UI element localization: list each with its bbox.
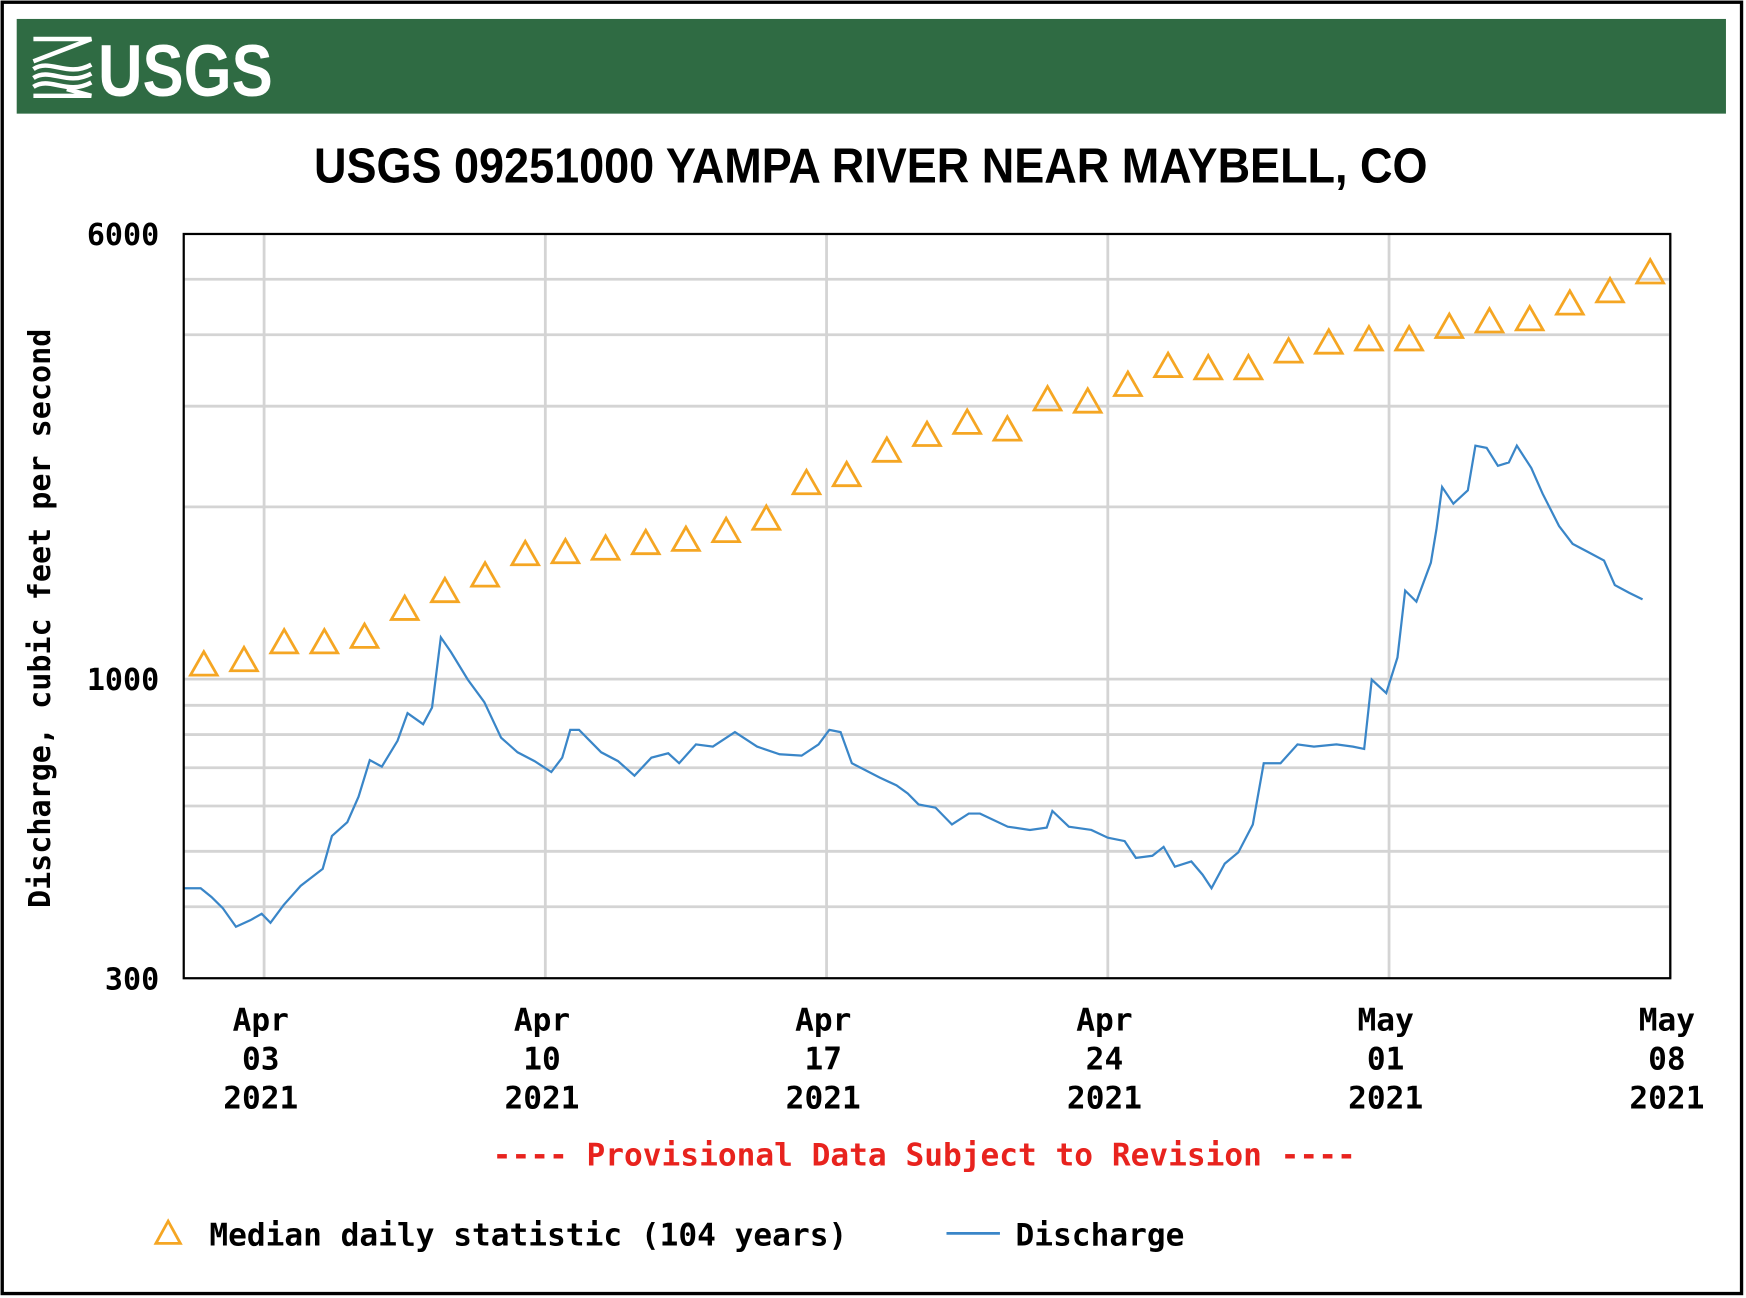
median-triangle-marker	[1554, 287, 1586, 316]
median-triangle-marker	[469, 559, 501, 588]
median-triangle-marker	[188, 648, 220, 677]
median-triangle-marker	[951, 407, 983, 435]
x-tick-label: 24	[1086, 1042, 1124, 1078]
median-series	[188, 256, 1666, 677]
x-tick-label: Apr	[1076, 1003, 1132, 1039]
median-triangle-marker	[1393, 323, 1425, 352]
median-triangle-marker	[991, 413, 1024, 442]
median-triangle-marker	[1433, 311, 1466, 339]
median-triangle-marker	[268, 626, 300, 655]
x-tick-label: 03	[242, 1042, 280, 1078]
median-triangle-marker	[1232, 352, 1265, 381]
x-tick-label: 2021	[786, 1081, 861, 1117]
x-tick-label: 2021	[504, 1081, 579, 1117]
median-triangle-marker	[429, 575, 461, 604]
median-triangle-marker	[1112, 369, 1144, 397]
y-tick-label: 300	[105, 962, 159, 997]
legend-median-label: Median daily statistic (104 years)	[209, 1218, 847, 1254]
legend-discharge-label: Discharge	[1016, 1218, 1185, 1254]
median-triangle-marker	[1473, 305, 1506, 334]
median-triangle-marker	[1152, 350, 1184, 378]
median-triangle-marker	[830, 459, 863, 488]
median-triangle-marker	[1313, 326, 1345, 355]
median-triangle-marker	[1192, 352, 1225, 381]
x-tick-label: 08	[1648, 1042, 1686, 1078]
median-triangle-marker	[1031, 383, 1064, 412]
usgs-wave-icon	[32, 36, 93, 99]
median-triangle-marker	[1272, 335, 1305, 364]
plot-frame	[182, 232, 1672, 980]
median-triangle-marker	[1071, 385, 1104, 414]
legend-triangle-icon	[153, 1218, 183, 1245]
median-triangle-marker	[308, 626, 341, 655]
discharge-line	[183, 443, 1644, 929]
median-triangle-marker	[871, 435, 903, 463]
median-triangle-marker	[549, 536, 582, 565]
x-tick-label: May	[1639, 1003, 1695, 1039]
median-triangle-marker	[228, 644, 260, 673]
median-triangle-marker	[911, 419, 943, 447]
provisional-note: ---- Provisional Data Subject to Revisio…	[493, 1137, 1356, 1173]
median-triangle-marker	[1634, 256, 1666, 285]
median-triangle-marker	[750, 503, 783, 531]
x-tick-label: 10	[523, 1042, 561, 1078]
median-triangle-marker	[1353, 323, 1385, 352]
usgs-logo: USGS	[32, 29, 273, 112]
median-triangle-marker	[1513, 303, 1546, 332]
median-triangle-marker	[630, 527, 662, 556]
x-tick-label: 2021	[1629, 1081, 1704, 1117]
x-tick-label: 2021	[223, 1081, 298, 1117]
median-triangle-marker	[348, 621, 381, 649]
x-tick-label: Apr	[514, 1003, 570, 1039]
y-tick-label: 1000	[87, 663, 159, 698]
median-triangle-marker	[388, 593, 421, 621]
x-tick-label: Apr	[795, 1003, 851, 1039]
y-axis-label: Discharge, cubic feet per second	[23, 329, 58, 908]
chart-title: USGS 09251000 YAMPA RIVER NEAR MAYBELL, …	[314, 140, 1428, 194]
median-triangle-marker	[1594, 275, 1626, 304]
x-tick-label: 2021	[1348, 1081, 1423, 1117]
x-tick-label: 2021	[1067, 1081, 1142, 1117]
y-tick-label: 6000	[87, 218, 159, 253]
median-triangle-marker	[790, 467, 823, 496]
median-triangle-marker	[589, 533, 622, 561]
x-tick-labels: Apr032021Apr102021Apr172021Apr242021May0…	[223, 1003, 1704, 1117]
x-tick-label: 01	[1367, 1042, 1405, 1078]
legend: Median daily statistic (104 years) Disch…	[153, 1218, 1185, 1254]
x-tick-label: 17	[804, 1042, 842, 1078]
x-tick-label: May	[1358, 1003, 1414, 1039]
median-triangle-marker	[670, 524, 702, 552]
header-banner	[16, 18, 1726, 114]
y-tick-labels: 6000 1000 300	[87, 218, 159, 997]
median-triangle-marker	[509, 538, 541, 567]
x-tick-label: Apr	[233, 1003, 289, 1039]
logo-text: USGS	[98, 29, 273, 112]
median-triangle-marker	[710, 515, 742, 543]
